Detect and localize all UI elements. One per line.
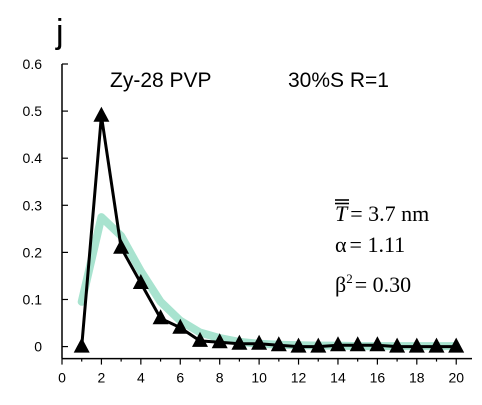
x-tick-label: 2	[98, 370, 106, 386]
x-tick-label: 20	[448, 370, 464, 386]
series-1-point	[428, 337, 445, 353]
beta-value: = 0.30	[355, 272, 411, 297]
x-tick-label: 16	[370, 370, 386, 386]
x-tick-label: 8	[216, 370, 224, 386]
t-annotation: T = 3.7 nm	[335, 201, 429, 226]
y-tick-label: 0.6	[23, 56, 43, 72]
series-1-point	[192, 331, 208, 347]
series-layer	[73, 106, 465, 353]
t-value: = 3.7 nm	[350, 201, 429, 226]
series-1-point	[408, 337, 425, 353]
x-tick-label: 18	[409, 370, 425, 386]
x-tick-label: 10	[251, 370, 267, 386]
series-1-point	[389, 337, 406, 353]
y-tick-label: 0.2	[23, 244, 43, 260]
series-1-point	[172, 318, 189, 334]
series-1-point	[73, 337, 90, 353]
series-1-point	[132, 274, 149, 289]
series-1-point	[93, 106, 110, 122]
x-tick-label: 14	[330, 370, 346, 386]
alpha-annotation: α = 1.11	[335, 232, 405, 257]
series-1-point	[448, 337, 465, 353]
y-tick-label: 0.5	[23, 103, 43, 119]
panel-letter: j	[55, 13, 64, 51]
alpha-symbol: α	[335, 232, 347, 257]
y-tick-label: 0	[34, 339, 42, 355]
series-1-point	[251, 334, 268, 350]
series-1-point	[211, 333, 228, 349]
x-tick-label: 12	[291, 370, 307, 386]
series-1-point	[349, 336, 366, 352]
series-1-point	[152, 309, 169, 325]
series-1-point	[369, 336, 386, 352]
series-1-point	[290, 337, 307, 353]
beta-symbol: β	[335, 272, 346, 297]
y-tick-label: 0.3	[23, 197, 43, 213]
series-1-point	[330, 336, 346, 352]
beta-exponent: 2	[346, 271, 353, 286]
series-1-point	[310, 337, 327, 353]
t-symbol: T	[335, 201, 349, 226]
series-1-point	[270, 336, 287, 352]
alpha-value: = 1.11	[350, 232, 406, 257]
x-tick-label: 4	[137, 370, 145, 386]
series-1-point	[231, 334, 248, 350]
beta-annotation: β2= 0.30	[335, 271, 411, 297]
series-1-point	[113, 238, 130, 254]
chart-subtitle: 30%S R=1	[288, 69, 389, 92]
y-tick-label: 0.4	[23, 150, 43, 166]
y-tick-label: 0.1	[23, 291, 43, 307]
chart-title: Zy-28 PVP	[110, 69, 212, 92]
x-tick-label: 0	[58, 370, 66, 386]
parameter-annotations: T = 3.7 nm α = 1.11 β2= 0.30	[335, 199, 429, 297]
x-tick-label: 6	[176, 370, 184, 386]
axes: 0 2 4 6 8 10 12 14 16 18 20 0 0.1 0.2 0.3 0.4 0.5 0.6	[23, 56, 472, 386]
